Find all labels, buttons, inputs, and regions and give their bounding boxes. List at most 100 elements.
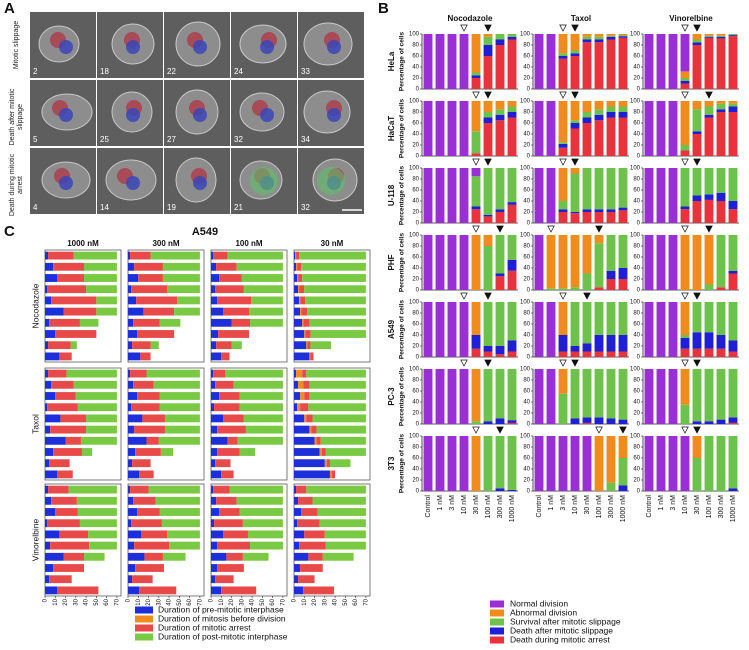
duration-bar bbox=[304, 392, 310, 400]
frame-number: 18 bbox=[100, 67, 109, 76]
bar-segment bbox=[692, 34, 702, 40]
bar-segment bbox=[534, 369, 544, 424]
duration-bar bbox=[70, 341, 77, 350]
y-tick-label: 60 bbox=[412, 255, 419, 261]
bar-segment bbox=[558, 235, 568, 289]
bar-segment bbox=[471, 206, 481, 210]
duration-bar bbox=[294, 296, 300, 305]
duration-bar bbox=[47, 403, 78, 412]
duration-bar bbox=[294, 414, 305, 423]
duration-bar bbox=[45, 459, 50, 468]
stain-blue bbox=[126, 176, 140, 190]
y-tick-label: 80 bbox=[523, 445, 530, 451]
filled-marker bbox=[484, 91, 492, 99]
duration-bar bbox=[45, 496, 52, 505]
y-tick-label: 100 bbox=[409, 367, 420, 373]
bar-segment bbox=[471, 78, 481, 89]
bar-segment bbox=[716, 168, 726, 193]
x-tick-label: 40 bbox=[167, 598, 173, 605]
duration-bar bbox=[128, 341, 133, 350]
y-tick-label: 0 bbox=[416, 87, 420, 93]
duration-bar bbox=[167, 530, 200, 539]
duration-bar bbox=[57, 470, 73, 479]
duration-bar bbox=[68, 485, 117, 494]
y-tick-label: 40 bbox=[633, 65, 640, 71]
duration-bar bbox=[297, 519, 320, 528]
bar-segment bbox=[728, 340, 738, 352]
duration-bar bbox=[139, 586, 177, 595]
bar-segment bbox=[594, 34, 604, 37]
bar-segment bbox=[495, 109, 505, 115]
filled-marker bbox=[583, 292, 591, 300]
bar-segment bbox=[704, 114, 714, 118]
bar-segment bbox=[558, 142, 568, 144]
legend-swatch bbox=[135, 624, 153, 632]
open-marker bbox=[681, 426, 689, 434]
duration-bar bbox=[211, 341, 217, 350]
duration-bar bbox=[211, 330, 219, 338]
open-marker bbox=[559, 359, 567, 367]
bar-segment bbox=[582, 34, 592, 37]
duration-bar bbox=[239, 448, 256, 456]
bar-segment bbox=[668, 436, 678, 491]
y-tick-label: 60 bbox=[412, 322, 419, 328]
duration-bar bbox=[211, 307, 224, 316]
bar-segment bbox=[582, 417, 592, 423]
bar-segment bbox=[507, 270, 517, 290]
bar-segment bbox=[728, 369, 738, 418]
duration-bar bbox=[133, 318, 160, 327]
bar-segment bbox=[618, 436, 628, 458]
duration-bar bbox=[146, 369, 200, 378]
duration-bar bbox=[312, 496, 366, 505]
bar-segment bbox=[546, 101, 556, 156]
frame-number: 21 bbox=[234, 203, 243, 212]
bar-segment bbox=[594, 36, 604, 40]
bar-segment bbox=[692, 168, 702, 196]
x-tick-label: 60 bbox=[270, 598, 276, 605]
bar-segment bbox=[618, 117, 628, 156]
duration-bar bbox=[141, 530, 168, 539]
open-marker bbox=[460, 24, 468, 32]
legend-label: Duration of post-mitotic interphase bbox=[158, 631, 288, 641]
bar-segment bbox=[471, 209, 481, 223]
duration-bar bbox=[128, 436, 147, 445]
bar-segment bbox=[570, 56, 580, 89]
bar-segment bbox=[459, 369, 469, 424]
bar-segment bbox=[704, 106, 714, 115]
duration-bar bbox=[211, 508, 220, 516]
y-tick-label: 40 bbox=[523, 333, 530, 339]
duration-bar bbox=[316, 436, 321, 445]
duration-bar bbox=[211, 403, 215, 412]
bar-segment bbox=[606, 418, 616, 424]
frame-number: 4 bbox=[33, 203, 38, 212]
duration-bar bbox=[299, 296, 301, 305]
open-marker bbox=[681, 225, 689, 233]
y-tick-label: 100 bbox=[630, 99, 641, 105]
bar-segment bbox=[483, 369, 493, 422]
y-tick-label: 80 bbox=[412, 43, 419, 49]
duration-bar bbox=[128, 459, 133, 468]
bar-segment bbox=[570, 123, 580, 129]
duration-bar bbox=[80, 436, 117, 445]
filled-marker bbox=[496, 426, 504, 434]
duration-bar bbox=[153, 380, 200, 389]
duration-bar bbox=[236, 262, 283, 271]
bar-segment bbox=[570, 101, 580, 121]
duration-bar bbox=[65, 436, 81, 445]
bar-segment bbox=[483, 117, 493, 123]
y-tick-label: 60 bbox=[633, 188, 640, 194]
duration-bar bbox=[128, 530, 142, 539]
duration-bar bbox=[45, 575, 50, 584]
duration-bar bbox=[155, 496, 200, 505]
duration-bar bbox=[298, 285, 300, 294]
plot-frame bbox=[210, 367, 288, 481]
bar-segment bbox=[680, 101, 690, 145]
duration-bar bbox=[128, 425, 135, 434]
bar-segment bbox=[618, 458, 628, 486]
duration-bar bbox=[325, 541, 366, 550]
duration-bar bbox=[221, 352, 230, 361]
frame-number: 33 bbox=[301, 67, 310, 76]
y-tick-label: 0 bbox=[637, 288, 641, 294]
duration-bar bbox=[227, 251, 283, 260]
duration-bar bbox=[86, 425, 117, 434]
